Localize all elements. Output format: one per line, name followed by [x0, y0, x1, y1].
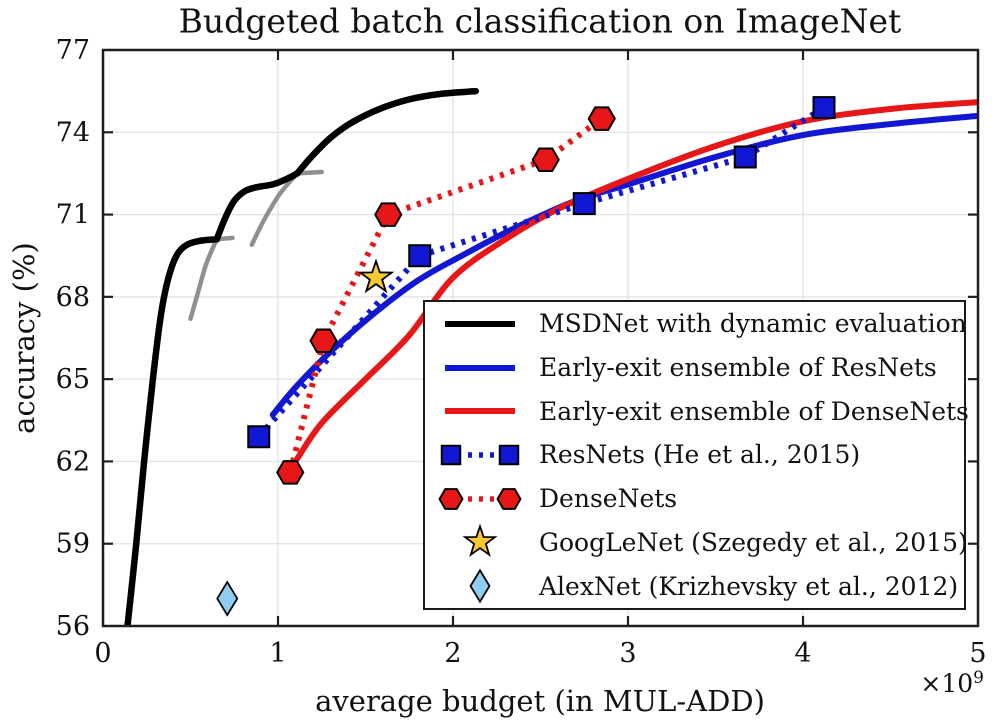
star-marker — [462, 524, 498, 558]
series-msdnet-gray-head-2 — [188, 237, 219, 322]
hexagon-marker — [587, 106, 616, 131]
legend-item-googlenet: GoogLeNet (Szegedy et al., 2015) — [425, 522, 968, 562]
y-tick-label: 77 — [56, 35, 90, 66]
legend-sample-hexagon-markers-icon — [438, 487, 522, 510]
x-axis-label: average budget (in MUL-ADD) — [315, 684, 765, 718]
y-tick-label: 74 — [56, 117, 90, 148]
star-marker — [357, 258, 395, 294]
x-tick-label: 2 — [444, 638, 461, 669]
legend-label: Early-exit ensemble of ResNets — [539, 353, 937, 383]
square-marker — [572, 192, 596, 216]
hexagon-marker — [531, 147, 560, 172]
legend-item-alexnet: AlexNet (Krizhevsky et al., 2012) — [425, 566, 964, 606]
y-tick-label: 59 — [56, 529, 90, 560]
hexagon-marker — [374, 202, 403, 227]
y-tick-label: 71 — [56, 200, 90, 231]
legend-item-msdnet: MSDNet with dynamic evaluation — [425, 304, 967, 344]
hexagon-marker — [496, 487, 522, 510]
legend-label: GoogLeNet (Szegedy et al., 2015) — [539, 527, 968, 557]
x-axis-offset-label: ×109 — [920, 668, 984, 698]
x-axis-offset-base: ×10 — [920, 669, 974, 699]
series-msdnet-segment-1 — [124, 236, 220, 626]
legend-sample-line-icon — [445, 364, 515, 371]
square-marker — [812, 96, 836, 120]
diamond-marker — [469, 568, 491, 604]
series-markers — [216, 96, 836, 617]
x-tick-label: 4 — [794, 638, 811, 669]
hexagon-marker — [438, 487, 464, 510]
x-axis-offset-exponent: 9 — [973, 667, 984, 688]
y-tick-label: 65 — [56, 364, 90, 395]
legend-sample-line-icon — [445, 408, 515, 415]
legend: MSDNet with dynamic evaluation Early-exi… — [423, 300, 969, 610]
x-tick-label: 1 — [269, 638, 286, 669]
square-marker — [440, 444, 462, 466]
legend-item-densenets: DenseNets — [425, 479, 964, 519]
legend-label: Early-exit ensemble of DenseNets — [539, 396, 969, 426]
y-tick-label: 56 — [56, 611, 90, 642]
legend-sample-star-icon — [462, 524, 498, 558]
axis-ticks — [103, 50, 978, 626]
hexagon-marker — [309, 328, 338, 354]
tick-labels: 56 59 62 65 68 71 74 77 0 1 2 3 4 5 — [56, 35, 987, 669]
series-msdnet-segment-3 — [294, 87, 479, 177]
chart-title: Budgeted batch classification on ImageNe… — [178, 1, 902, 41]
series-msdnet-segment-2 — [213, 170, 301, 243]
legend-sample-square-markers-icon — [440, 444, 520, 466]
legend-sample-diamond-icon — [469, 568, 491, 604]
plot-border — [101, 48, 980, 628]
x-tick-label: 5 — [969, 638, 986, 669]
diamond-marker — [216, 580, 239, 617]
legend-sample-line-icon — [445, 320, 515, 327]
legend-item-ensemble-resnets: Early-exit ensemble of ResNets — [425, 348, 964, 388]
x-tick-label: 0 — [94, 638, 111, 669]
legend-label: DenseNets — [539, 484, 678, 514]
square-marker — [498, 444, 520, 466]
series-msdnet-gray-head-3 — [249, 171, 300, 247]
square-marker — [408, 244, 432, 268]
hexagon-marker — [276, 460, 305, 485]
y-tick-label: 68 — [56, 282, 90, 313]
square-marker — [247, 425, 271, 449]
legend-label: AlexNet (Krizhevsky et al., 2012) — [539, 571, 959, 601]
x-tick-label: 3 — [619, 638, 636, 669]
square-marker — [733, 145, 757, 169]
legend-label: MSDNet with dynamic evaluation — [539, 309, 967, 339]
legend-label: ResNets (He et al., 2015) — [539, 440, 861, 470]
legend-item-ensemble-densenets: Early-exit ensemble of DenseNets — [425, 391, 969, 431]
y-tick-label: 62 — [56, 446, 90, 477]
legend-item-resnets: ResNets (He et al., 2015) — [425, 435, 964, 475]
